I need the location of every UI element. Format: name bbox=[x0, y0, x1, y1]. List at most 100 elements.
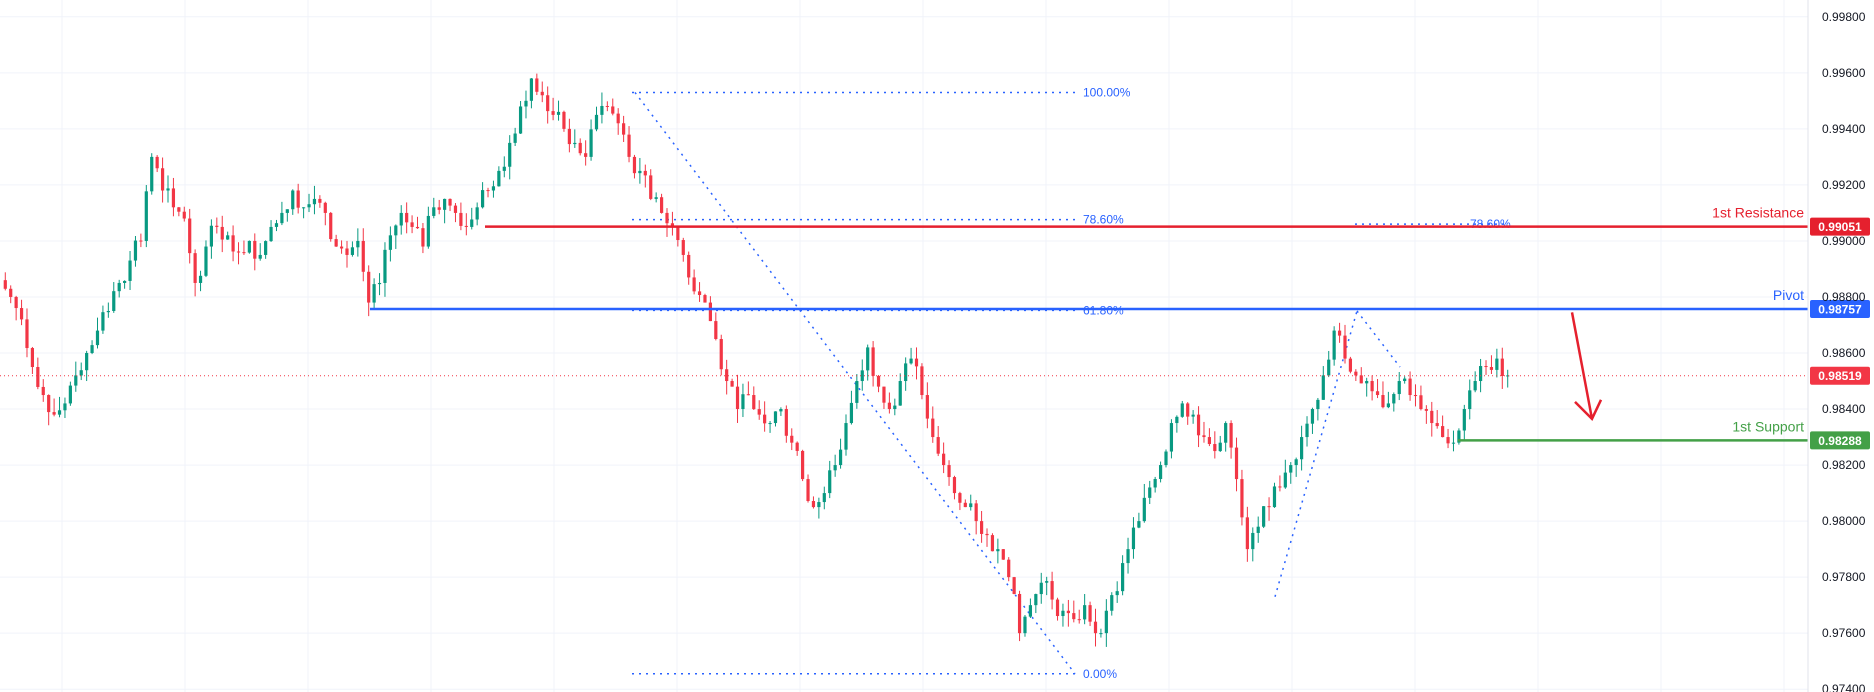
candle-body bbox=[117, 282, 121, 292]
candle-body bbox=[269, 226, 273, 242]
candle-body bbox=[1451, 442, 1456, 444]
candle-body bbox=[697, 291, 702, 296]
candle-body bbox=[752, 395, 756, 410]
candle-body bbox=[280, 212, 284, 224]
candle-body bbox=[703, 295, 707, 303]
candle-body bbox=[708, 302, 712, 322]
candle-body bbox=[318, 198, 322, 203]
fib-level-label: 61.80% bbox=[1083, 303, 1124, 317]
candle-body bbox=[410, 222, 414, 227]
candle-body bbox=[155, 156, 159, 169]
candle-body bbox=[3, 280, 7, 289]
candle-body bbox=[1202, 435, 1206, 438]
candle-body bbox=[1272, 486, 1277, 508]
y-tick-label: 0.98200 bbox=[1822, 458, 1866, 472]
candle-body bbox=[415, 226, 420, 229]
candle-body bbox=[616, 113, 620, 124]
candle-body bbox=[79, 370, 83, 376]
candle-body bbox=[57, 410, 62, 415]
candle-body bbox=[811, 500, 816, 508]
candle-body bbox=[1175, 416, 1179, 424]
level-price-badge bbox=[1810, 217, 1870, 236]
candle-body bbox=[1408, 378, 1412, 396]
candle-body bbox=[795, 442, 799, 451]
candle-body bbox=[1354, 371, 1358, 376]
fib-level-label: 78.60% bbox=[1470, 217, 1511, 231]
candle-body bbox=[274, 223, 279, 227]
candle-body bbox=[594, 114, 599, 130]
candle-body bbox=[790, 435, 794, 443]
candle-body bbox=[681, 240, 685, 255]
candle-body bbox=[285, 209, 289, 213]
candle-body bbox=[947, 465, 951, 478]
candle-body bbox=[1093, 621, 1098, 634]
candle-body bbox=[611, 106, 615, 114]
candle-body bbox=[925, 395, 929, 419]
candle-body bbox=[1267, 506, 1271, 508]
candle-body bbox=[215, 225, 219, 227]
candle-body bbox=[1142, 497, 1146, 522]
fib-trend-line bbox=[634, 92, 1076, 675]
candle-body bbox=[144, 191, 148, 241]
candle-body bbox=[1153, 479, 1157, 488]
candle-body bbox=[19, 308, 24, 320]
y-tick-label: 0.99800 bbox=[1822, 10, 1866, 24]
candle-body bbox=[1126, 549, 1130, 564]
fibonacci-retracement[interactable]: 100.00% 78.60% 61.80% 0.00% 78.60% bbox=[632, 85, 1511, 681]
candle-body bbox=[1148, 487, 1152, 498]
candle-body bbox=[638, 170, 642, 174]
candle-body bbox=[1012, 577, 1016, 594]
candle-body bbox=[659, 197, 664, 213]
candle-body bbox=[1186, 403, 1190, 417]
candle-body bbox=[177, 207, 181, 212]
candle-body bbox=[1478, 366, 1483, 382]
support-resistance-levels[interactable]: 1st Resistance 0.99051 Pivot 0.98757 1st Sup… bbox=[0, 205, 1870, 450]
candle-body bbox=[763, 414, 767, 424]
y-tick-label: 0.97800 bbox=[1822, 570, 1866, 584]
candlesticks bbox=[3, 73, 1510, 647]
candle-body bbox=[464, 225, 468, 227]
candle-body bbox=[1077, 619, 1081, 621]
candle-body bbox=[296, 190, 300, 208]
candle-body bbox=[139, 240, 143, 242]
candle-body bbox=[985, 533, 989, 536]
y-tick-label: 0.99200 bbox=[1822, 178, 1866, 192]
level-price-badge bbox=[1810, 431, 1870, 450]
candle-body bbox=[437, 207, 441, 210]
price-axis[interactable]: 0.99800 0.99600 0.99400 0.99200 0.99000 0.988… bbox=[1807, 0, 1866, 692]
candle-body bbox=[567, 128, 571, 145]
candle-body bbox=[1489, 367, 1494, 370]
candle-body bbox=[1468, 390, 1472, 410]
candle-body bbox=[768, 423, 772, 425]
candle-body bbox=[1061, 610, 1065, 617]
candle-body bbox=[1234, 447, 1239, 480]
candle-body bbox=[546, 95, 550, 112]
candle-body bbox=[1207, 437, 1211, 445]
candle-body bbox=[247, 240, 251, 253]
candle-body bbox=[806, 479, 810, 501]
y-tick-label: 0.97400 bbox=[1822, 682, 1866, 692]
y-tick-label: 0.98400 bbox=[1822, 402, 1866, 416]
candle-body bbox=[735, 386, 740, 410]
candle-body bbox=[529, 78, 534, 101]
candle-body bbox=[242, 252, 246, 254]
candle-body bbox=[893, 405, 897, 410]
candle-body bbox=[833, 465, 837, 471]
candle-body bbox=[426, 215, 430, 247]
candle-body bbox=[1017, 593, 1022, 634]
candle-body bbox=[801, 450, 805, 480]
y-tick-label: 0.99000 bbox=[1822, 234, 1866, 248]
candle-body bbox=[334, 239, 338, 247]
level-name-label: Pivot bbox=[1773, 287, 1804, 303]
candle-body bbox=[312, 198, 317, 205]
current-price-badge bbox=[1810, 366, 1870, 385]
candle-body bbox=[150, 156, 154, 192]
candle-body bbox=[1099, 633, 1103, 635]
candle-body bbox=[600, 105, 604, 115]
candle-body bbox=[377, 282, 382, 285]
candle-body bbox=[822, 493, 826, 503]
candle-body bbox=[1088, 605, 1092, 622]
candle-body bbox=[556, 111, 561, 115]
